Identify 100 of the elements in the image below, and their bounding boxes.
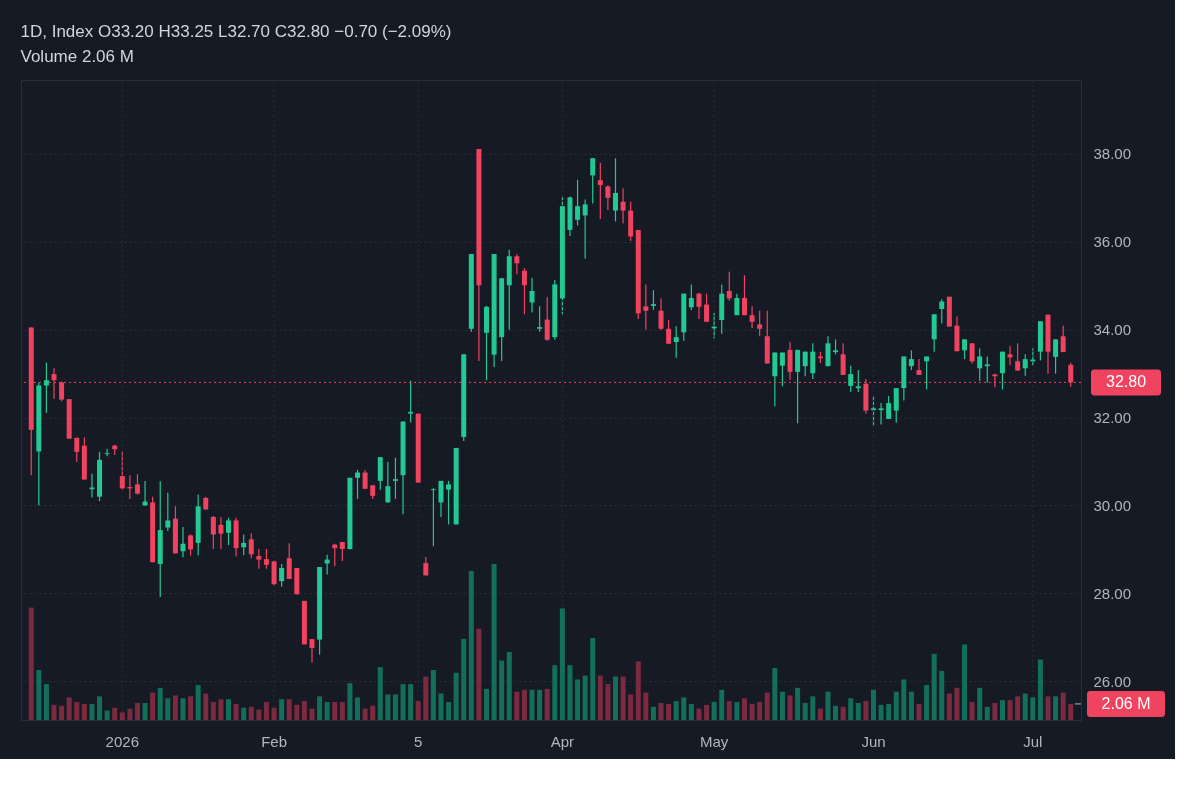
bar	[195, 685, 201, 720]
candlestick	[438, 480, 444, 518]
candlestick	[385, 461, 391, 504]
bar	[810, 696, 816, 720]
candlestick	[939, 298, 945, 325]
bar	[423, 676, 429, 720]
candlestick	[757, 310, 763, 337]
candlestick	[741, 274, 747, 316]
bar	[36, 669, 42, 720]
candlestick	[726, 271, 732, 302]
x-tick-label: 5	[414, 732, 423, 750]
bar	[324, 702, 330, 720]
bar	[886, 703, 892, 720]
bar	[628, 694, 634, 720]
bar	[453, 672, 459, 720]
bar	[870, 689, 876, 720]
bar	[294, 704, 300, 720]
candlestick	[377, 456, 383, 491]
candlestick	[825, 335, 831, 367]
bar	[226, 699, 232, 720]
candlestick	[590, 157, 596, 205]
bar	[28, 607, 34, 720]
bar	[575, 679, 581, 720]
bar	[127, 708, 133, 720]
candlestick	[613, 157, 618, 223]
candlestick	[514, 253, 520, 275]
candlestick	[74, 437, 80, 463]
candlestick	[643, 283, 649, 331]
bar	[309, 708, 315, 720]
bar	[430, 669, 436, 720]
bar	[81, 703, 87, 720]
bar	[840, 706, 846, 720]
bar	[468, 570, 474, 720]
bar	[355, 697, 361, 720]
bar	[248, 706, 254, 720]
candlestick	[575, 179, 581, 227]
bar	[157, 687, 163, 720]
bar	[901, 679, 907, 720]
candlestick	[1015, 342, 1021, 372]
bar	[764, 692, 770, 720]
candlestick	[279, 563, 285, 588]
bar	[104, 710, 110, 720]
candlestick	[795, 349, 801, 424]
bar	[650, 706, 656, 720]
bar	[1022, 693, 1028, 720]
bar	[711, 702, 717, 720]
bar	[749, 703, 755, 720]
candlestick	[263, 548, 269, 570]
candlestick	[324, 554, 330, 576]
bar	[666, 703, 672, 720]
bar	[658, 702, 664, 720]
bar	[704, 704, 710, 720]
bar	[218, 699, 224, 720]
bar	[286, 699, 292, 720]
bar	[582, 675, 588, 720]
bar	[635, 661, 641, 720]
candlestick	[878, 402, 884, 426]
bar	[188, 696, 194, 720]
bar	[484, 688, 489, 720]
x-tick-label: 2026	[105, 732, 139, 750]
candlestick	[802, 351, 808, 377]
candlestick	[916, 358, 922, 376]
bar	[256, 709, 262, 720]
candlestick	[408, 380, 414, 424]
candlestick	[605, 184, 611, 211]
candlestick	[772, 351, 778, 407]
bar	[825, 691, 831, 720]
y-tick-label: 36.00	[1093, 233, 1132, 251]
bar	[757, 702, 763, 720]
bar	[89, 703, 95, 720]
bar	[673, 701, 679, 720]
bar	[1037, 659, 1043, 720]
bar	[203, 693, 209, 720]
bar	[1045, 696, 1051, 720]
bar	[999, 700, 1005, 720]
candlestick	[673, 325, 679, 359]
candlestick	[704, 293, 710, 323]
bar	[544, 688, 550, 720]
bar	[787, 695, 793, 720]
candlestick	[241, 533, 247, 556]
candlestick	[165, 492, 171, 532]
bar	[726, 701, 732, 720]
candlestick	[1053, 338, 1059, 375]
candlestick	[620, 187, 626, 224]
candlestick	[810, 342, 816, 380]
bar	[521, 689, 527, 720]
candlestick	[430, 487, 436, 547]
x-tick-label: Apr	[550, 732, 575, 750]
candlestick	[650, 289, 656, 311]
candlestick	[582, 198, 588, 260]
candlestick	[962, 338, 968, 360]
candlestick	[256, 548, 262, 570]
bar	[597, 675, 603, 720]
bar	[385, 694, 391, 720]
candlestick	[908, 349, 914, 371]
bar	[590, 638, 596, 720]
bar	[1007, 700, 1013, 720]
y-tick-label: 32.00	[1093, 409, 1132, 427]
bar	[969, 702, 975, 720]
chart-title: 1D, Index O33.20 H33.25 L32.70 C32.80 −0.70 (−2.09%)	[20, 21, 452, 41]
